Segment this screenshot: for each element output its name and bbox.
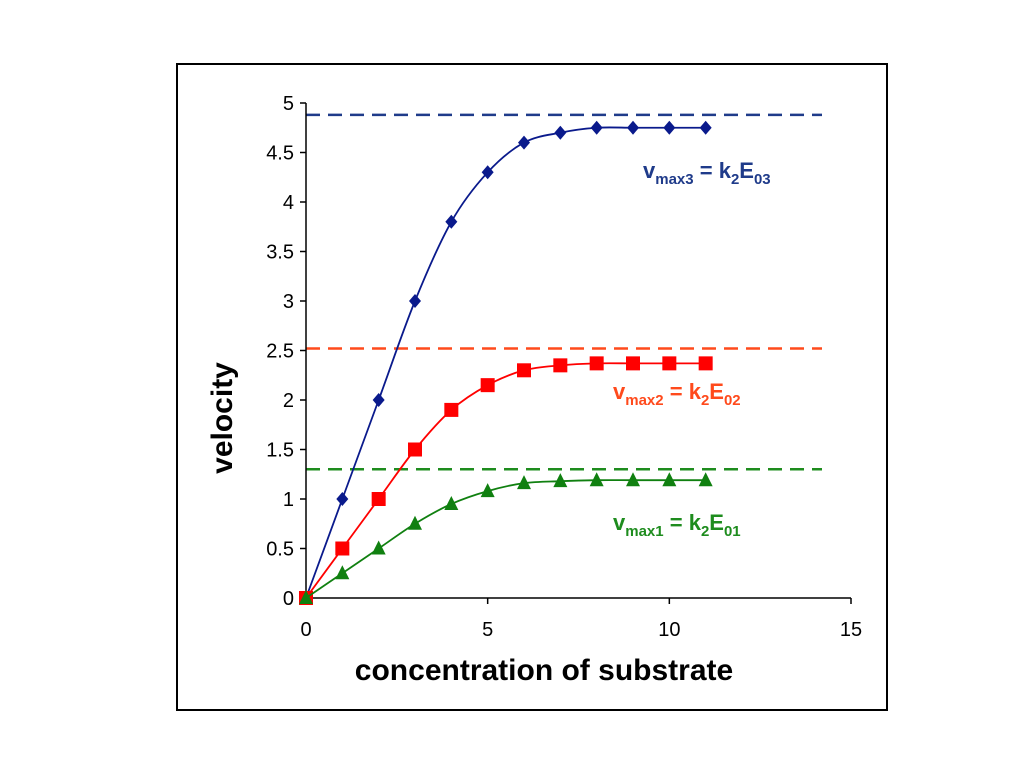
data-point-diamond [590, 120, 603, 135]
series-E02 [299, 356, 713, 605]
data-point-diamond [481, 165, 494, 180]
data-point-diamond [663, 120, 676, 135]
x-axis-title: concentration of substrate [355, 654, 733, 687]
vmax2-k-sub: 2 [701, 392, 709, 409]
axes: 0 0.5 1 1.5 2 2.5 3 3.5 4 4.5 5 0 5 10 15 [266, 93, 862, 641]
data-point-triangle [517, 475, 531, 490]
series-E03 [300, 120, 712, 605]
y-tick-label: 1.5 [266, 440, 294, 462]
y-tick-label: 5 [283, 93, 294, 115]
data-point-triangle [480, 483, 495, 498]
y-tick-label: 2 [283, 390, 294, 412]
reference-lines [306, 113, 822, 471]
y-tick-label: 2.5 [266, 341, 294, 363]
vmax1-k-sub: 2 [701, 523, 709, 540]
vmax1-e: E [709, 510, 724, 535]
vmax3-e-sub: 03 [754, 171, 771, 188]
data-point-diamond [445, 214, 458, 229]
x-tick-label: 10 [658, 619, 680, 641]
data-point-diamond [699, 120, 712, 135]
y-axis-title: velocity [206, 362, 239, 474]
data-point-diamond [627, 120, 639, 135]
data-point-triangle [371, 540, 386, 555]
data-point-square [335, 541, 350, 556]
y-tick-label: 0.5 [266, 539, 294, 561]
vmax3-annotation: vmax3 = k2E03 [643, 158, 771, 188]
x-tick-label: 0 [300, 619, 311, 641]
data-point-triangle [553, 473, 568, 488]
data-point-square [553, 358, 568, 373]
data-point-triangle [662, 472, 677, 487]
vmax2-e-sub: 02 [724, 392, 741, 409]
vmax3-k-sub: 2 [731, 171, 739, 188]
series-E01 [299, 472, 713, 604]
vmax3-v-sub: max3 [655, 171, 693, 188]
data-point-square [698, 356, 713, 371]
vmax1-e-sub: 01 [724, 523, 741, 540]
series-layer [299, 120, 713, 605]
vmax3-v: v [643, 158, 656, 183]
data-point-triangle [698, 472, 713, 487]
y-tick-label: 0 [283, 588, 294, 610]
data-point-square [408, 442, 422, 457]
data-point-square [626, 356, 640, 371]
data-point-square [589, 356, 604, 371]
data-point-square [371, 492, 386, 506]
data-point-triangle [335, 565, 350, 580]
data-point-square [517, 363, 531, 378]
vmax2-annotation: vmax2 = k2E02 [613, 379, 741, 409]
vmax3-e: E [739, 158, 754, 183]
y-tick-label: 4.5 [266, 143, 294, 165]
chart-frame [176, 63, 888, 711]
data-point-triangle [589, 472, 604, 487]
data-point-diamond [518, 135, 530, 150]
y-tick-label: 4 [283, 192, 294, 214]
x-tick-label: 5 [482, 619, 493, 641]
vmax1-annotation: vmax1 = k2E01 [613, 510, 741, 540]
y-tick-label: 3.5 [266, 242, 294, 264]
data-point-square [444, 402, 459, 417]
data-point-diamond [409, 294, 421, 308]
data-point-triangle [444, 495, 459, 510]
vmax2-e: E [709, 379, 724, 404]
data-point-diamond [336, 492, 349, 506]
vmax1-v-sub: max1 [625, 523, 663, 540]
x-tick-label: 15 [840, 619, 862, 641]
vmax2-v: v [613, 379, 626, 404]
data-point-triangle [408, 515, 422, 530]
vmax3-eq: = k [694, 158, 732, 183]
vmax2-v-sub: max2 [625, 392, 663, 409]
vmax1-v: v [613, 510, 626, 535]
y-tick-label: 3 [283, 291, 294, 313]
vmax2-eq: = k [664, 379, 702, 404]
data-point-square [662, 356, 677, 371]
data-point-square [480, 378, 495, 393]
data-point-triangle [299, 590, 313, 604]
y-tick-label: 1 [283, 489, 294, 511]
data-point-triangle [626, 472, 640, 487]
data-point-diamond [554, 125, 567, 140]
vmax1-eq: = k [664, 510, 702, 535]
data-point-diamond [372, 393, 385, 407]
